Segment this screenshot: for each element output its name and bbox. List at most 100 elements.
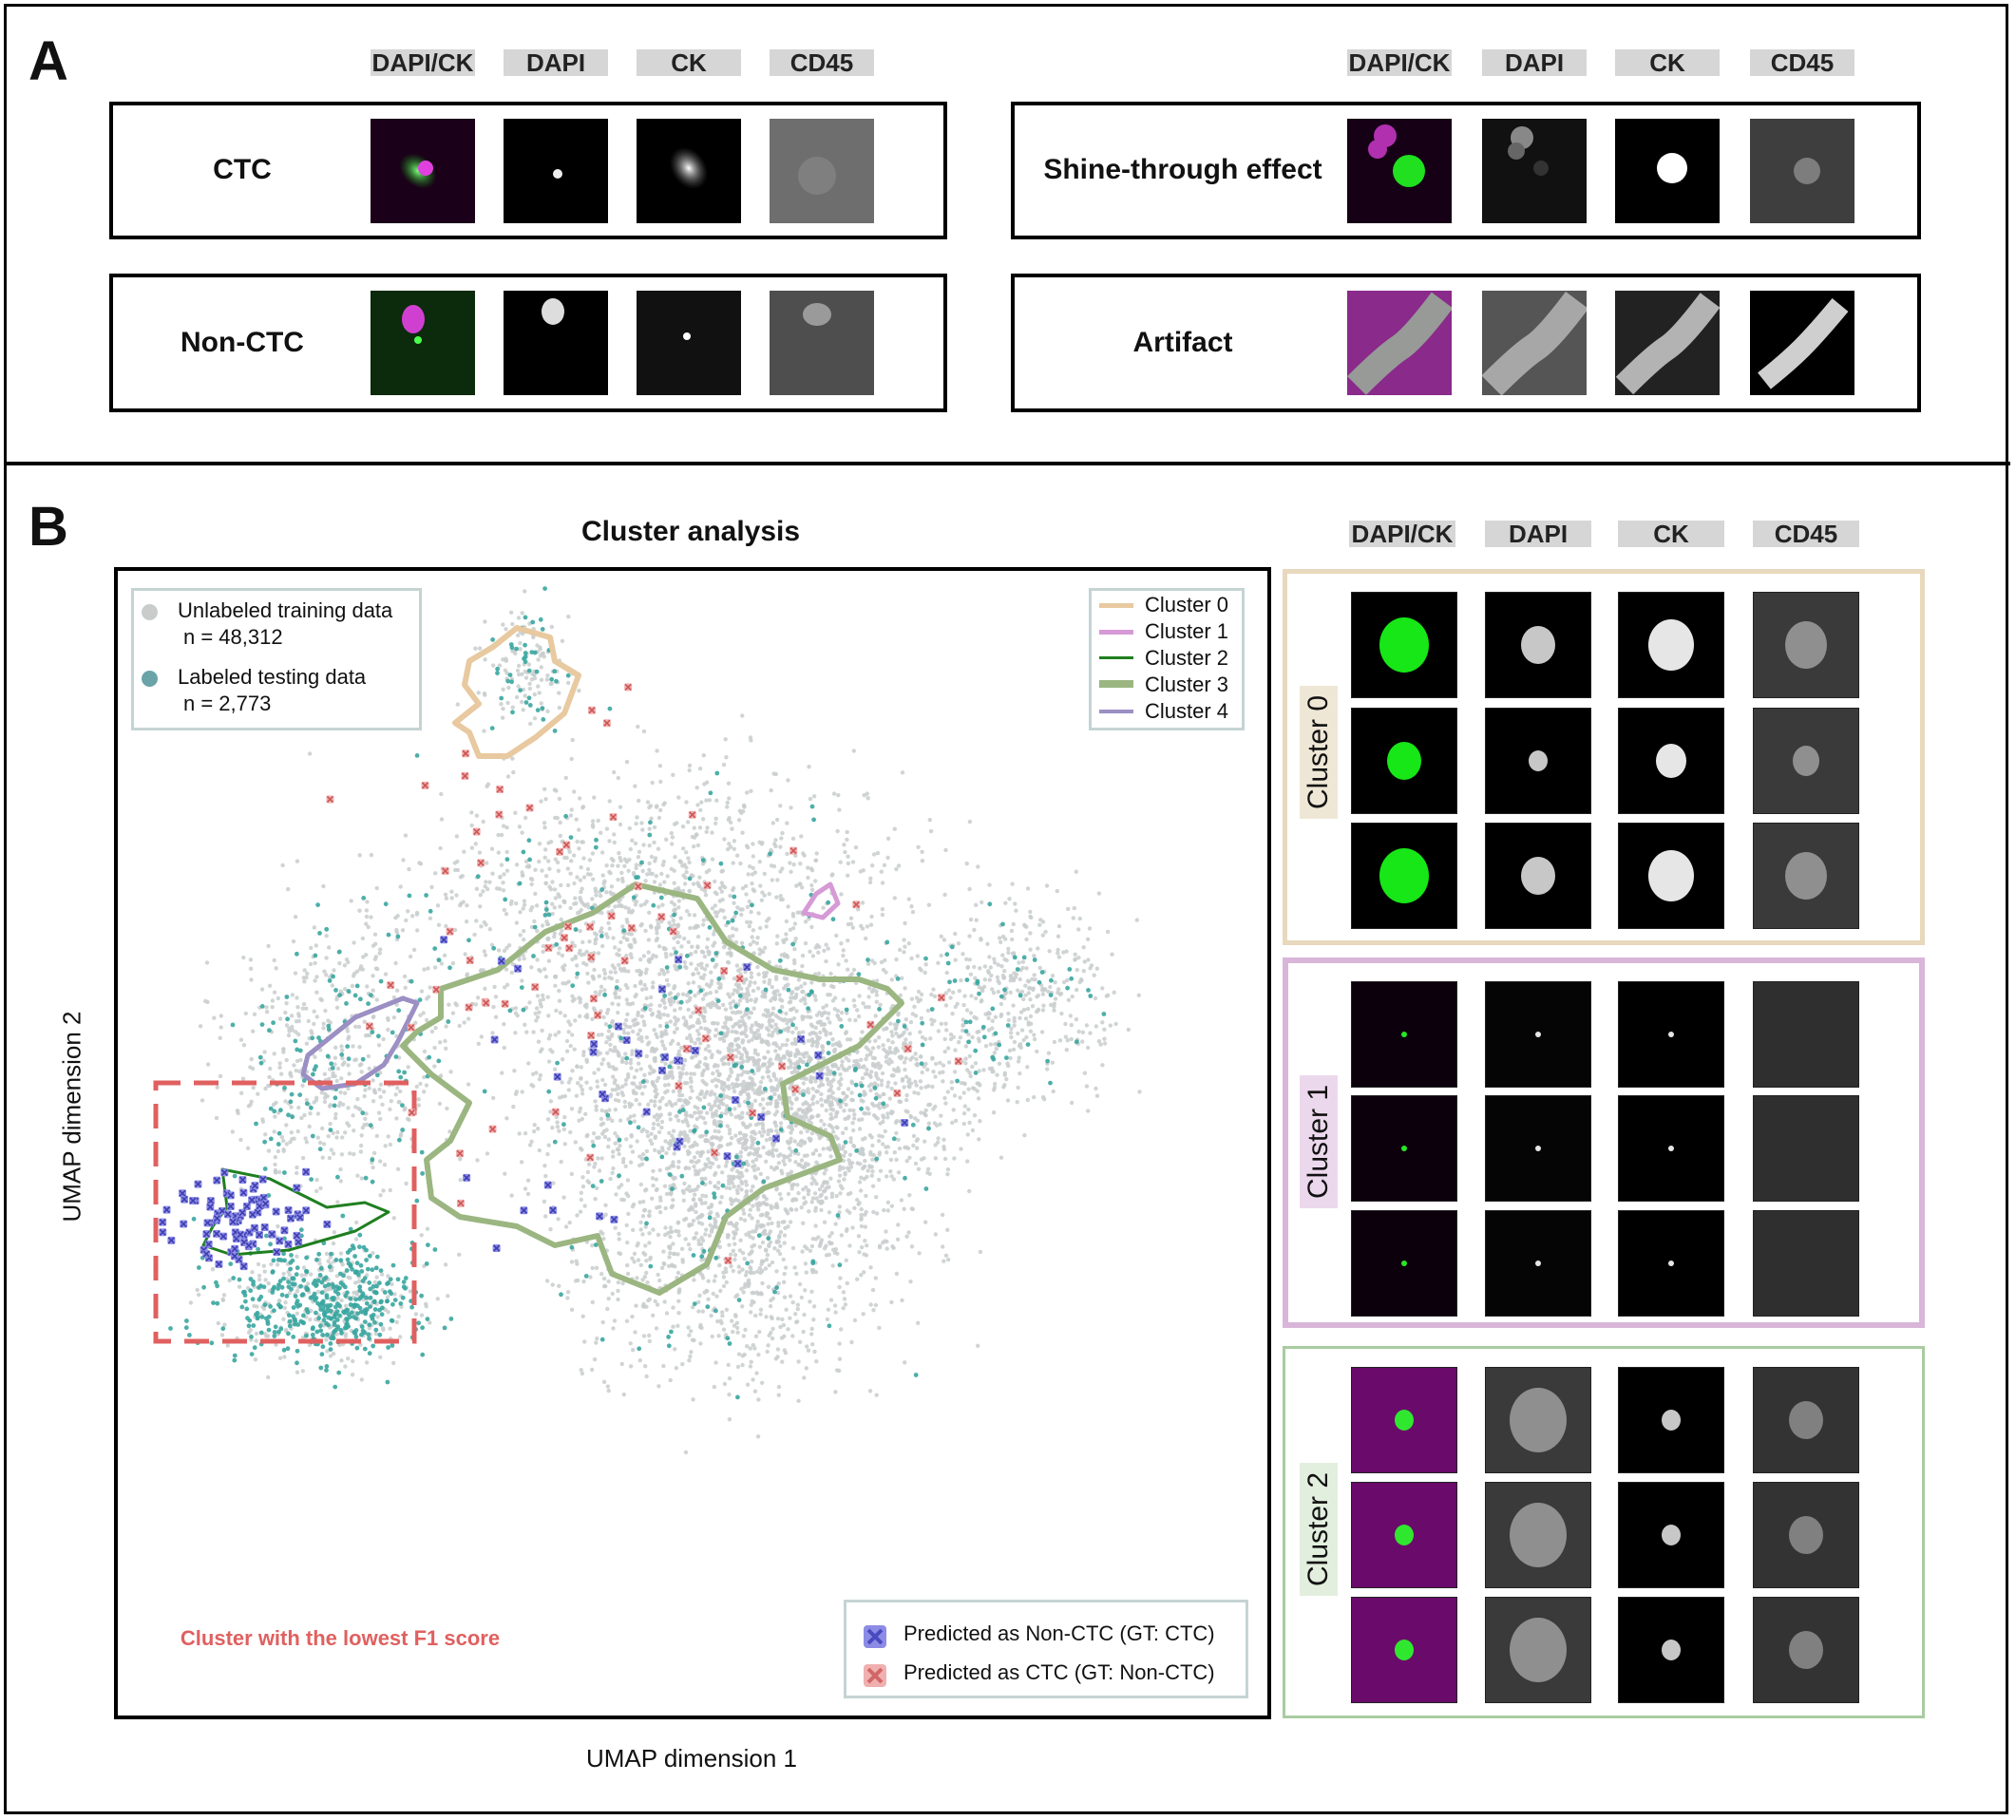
cluster-0-dapi-ck-image — [1351, 823, 1457, 929]
cluster-1-swatch — [1099, 630, 1133, 635]
misclassified-marker — [610, 1215, 618, 1223]
misclassified-marker — [407, 1023, 415, 1032]
misclassified-marker — [261, 1200, 270, 1208]
misclassified-marker — [465, 1003, 473, 1012]
misclassified-marker — [562, 841, 571, 849]
misclassified-marker — [477, 859, 485, 867]
misclassified-marker — [179, 1189, 187, 1198]
artifact-cd45-image — [1750, 291, 1854, 395]
misclassified-marker — [159, 1228, 167, 1237]
misclassified-marker — [287, 1214, 295, 1223]
misclassified-marker — [280, 1226, 289, 1235]
misclassified-marker — [242, 1202, 251, 1210]
misclassified-marker — [472, 827, 481, 836]
misclassified-marker — [237, 1230, 245, 1239]
misclassified-marker — [660, 1053, 669, 1062]
panel-divider — [4, 462, 2010, 465]
misclassified-marker — [688, 810, 696, 819]
cluster-0-dapi-ck-image — [1351, 708, 1457, 814]
misclassified-marker — [635, 1050, 643, 1058]
misclassified-marker — [602, 719, 611, 728]
misclassified-marker — [206, 1203, 215, 1211]
misclassified-marker — [866, 1020, 875, 1029]
shine-dapi-image — [1482, 119, 1587, 223]
misclassified-marker — [255, 1231, 263, 1240]
misclassified-marker — [622, 1036, 631, 1045]
misclassified-marker — [159, 1218, 167, 1226]
misclassified-marker — [607, 912, 616, 920]
misclassified-marker — [587, 1032, 596, 1040]
category-label-ctc: CTC — [213, 154, 272, 185]
misclassified-marker — [456, 1149, 465, 1158]
misclassified-marker — [903, 1045, 912, 1053]
cluster-4-legend-label: Cluster 4 — [1145, 699, 1229, 723]
channel-header-ck: CK — [637, 49, 741, 76]
misclassified-marker — [231, 1244, 239, 1253]
cluster-2-ck-image — [1618, 1597, 1724, 1703]
misclassified-marker — [634, 882, 642, 891]
misclassified-marker — [497, 957, 505, 965]
misclassified-marker — [276, 1237, 284, 1245]
channel-header-ck: CK — [1615, 49, 1720, 76]
misclassified-marker — [589, 995, 598, 1003]
cluster-0-swatch — [1099, 603, 1133, 608]
misclassified-marker — [720, 967, 729, 976]
misclassified-marker — [514, 964, 523, 973]
misclassified-marker — [627, 923, 636, 932]
cluster-1-tag: Cluster 1 — [1300, 1075, 1338, 1208]
misclassified-marker — [797, 1034, 806, 1043]
non-ctc-dapi-ck-image — [371, 291, 475, 395]
misclassified-marker — [586, 1153, 595, 1162]
cluster-0-dapi-image — [1485, 592, 1591, 698]
plot-title: Cluster analysis — [580, 516, 801, 547]
cluster-2-cd45-image — [1753, 1482, 1859, 1588]
misclassified-marker — [482, 998, 490, 1007]
misclassified-marker — [239, 1262, 248, 1271]
labeled-marker — [142, 671, 158, 687]
misclassified-marker — [248, 1196, 257, 1204]
misclassified-marker — [735, 975, 744, 983]
pred-noncTC-label: Predicted as Non-CTC (GT: CTC) — [903, 1621, 1215, 1645]
misclassified-marker — [295, 1238, 303, 1246]
misclassified-marker — [189, 1197, 198, 1205]
misclassified-marker — [181, 1195, 189, 1204]
misclassified-marker — [461, 771, 469, 780]
cluster-0-cd45-image — [1753, 823, 1859, 929]
misclassified-marker — [694, 1006, 703, 1014]
misclassified-marker — [596, 1212, 604, 1221]
misclassified-marker — [691, 1046, 699, 1054]
misclassified-marker — [213, 1176, 221, 1185]
cluster-1-dapi-ck-image — [1351, 981, 1457, 1088]
misclassified-marker — [248, 1210, 257, 1219]
misclassified-marker — [675, 956, 683, 964]
channel-header-dapi-ck: DAPI/CK — [1349, 521, 1455, 547]
ctc-cd45-image — [770, 119, 874, 223]
misclassified-marker — [223, 1210, 232, 1219]
cluster-1-cd45-image — [1753, 981, 1859, 1088]
misclassified-marker — [669, 927, 677, 936]
non-ctc-dapi-image — [504, 291, 608, 395]
misclassified-marker — [441, 866, 449, 875]
cluster-1-dapi-ck-image — [1351, 1210, 1457, 1317]
misclassified-marker — [624, 683, 633, 692]
misclassified-marker — [239, 1188, 248, 1197]
misclassified-marker — [733, 1159, 742, 1167]
cluster-0-legend-label: Cluster 0 — [1145, 593, 1229, 616]
artifact-dapi-ck-image — [1347, 291, 1452, 395]
misclassified-marker — [273, 1248, 281, 1257]
unlabeled-points — [188, 589, 1142, 1455]
cluster-0-cd45-image — [1753, 592, 1859, 698]
cluster-1-ck-image — [1618, 1095, 1724, 1202]
cluster-1-ck-image — [1618, 981, 1724, 1088]
misclassified-marker — [326, 795, 334, 804]
pred-ctc-label: Predicted as CTC (GT: Non-CTC) — [903, 1660, 1215, 1684]
channel-header-cd45: CD45 — [1750, 49, 1854, 76]
unlabeled-marker — [142, 604, 158, 620]
misclassified-marker — [525, 804, 534, 812]
misclassified-marker — [167, 1236, 176, 1244]
misclassified-marker — [789, 846, 798, 855]
misclassified-marker — [563, 922, 572, 931]
misclassified-marker — [215, 1260, 223, 1268]
channel-header-cd45: CD45 — [770, 49, 874, 76]
misclassified-marker — [219, 1232, 228, 1241]
